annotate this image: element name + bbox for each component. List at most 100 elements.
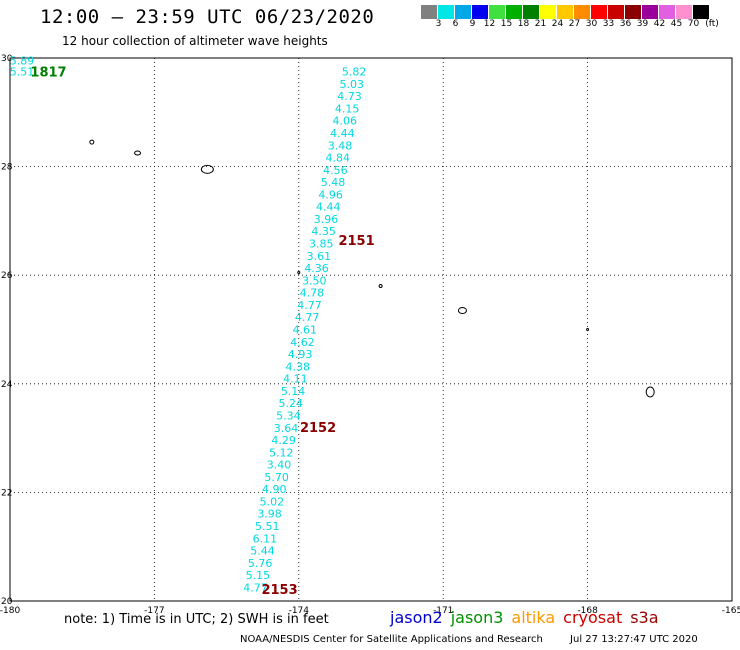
swh-value-label: 4.73 [337, 90, 362, 103]
swh-value-label: 5.51 [255, 520, 280, 533]
pass-time-label: 2152 [300, 421, 336, 436]
legend-swatch [676, 5, 693, 19]
swh-value-label: 4.36 [304, 262, 329, 275]
swh-value-label: 4.11 [283, 373, 308, 386]
swh-value-label: 5.24 [278, 397, 303, 410]
legend-label: 15 [500, 19, 513, 29]
legend-label: 27 [568, 19, 581, 29]
lat-tick-label: 28 [1, 163, 13, 173]
swh-value-label: 4.44 [316, 201, 341, 214]
legend-label: 39 [636, 19, 649, 29]
legend-label: 21 [534, 19, 547, 29]
lat-tick-label: 30 [1, 54, 13, 64]
swh-value-label: 4.96 [318, 188, 343, 201]
lon-tick-label: -168 [577, 606, 598, 616]
swh-value-label: 5.34 [276, 409, 301, 422]
swh-value-label: 4.38 [286, 360, 311, 373]
legend-swatch [523, 5, 540, 19]
legend-label: 42 [653, 19, 666, 29]
legend-label: 12 [483, 19, 496, 29]
island-outline [89, 139, 95, 145]
swh-value-label: 5.82 [342, 66, 367, 79]
swh-value-label: 4.90 [262, 483, 287, 496]
legend-label: 3 [435, 19, 442, 29]
legend-label: 30 [585, 19, 598, 29]
legend-label: 70 [687, 19, 700, 29]
swh-value-label: 5.12 [269, 446, 294, 459]
legend-swatch [455, 5, 472, 19]
satellite-jason2: jason2 [390, 608, 443, 627]
legend-swatch [540, 5, 557, 19]
lat-tick-label: 26 [1, 271, 13, 281]
pass-time-label: 2151 [338, 234, 374, 249]
legend-swatch [574, 5, 591, 19]
swh-value-label: 5.02 [260, 495, 285, 508]
island-outline [457, 306, 467, 314]
island-outline [134, 150, 142, 156]
legend-label: 6 [452, 19, 459, 29]
legend-label: 9 [469, 19, 476, 29]
legend-swatch [489, 5, 506, 19]
swh-value-label: 4.62 [290, 336, 315, 349]
swh-value-label: 4.35 [311, 225, 336, 238]
lat-tick-label: 24 [1, 380, 13, 390]
page-subtitle: 12 hour collection of altimeter wave hei… [62, 34, 328, 48]
island-outline [200, 164, 214, 174]
swh-value-label: 3.40 [267, 459, 292, 472]
legend-label: 18 [517, 19, 530, 29]
swh-value-label: 4.84 [325, 152, 350, 165]
lon-tick-label: -174 [289, 606, 310, 616]
page-title: 12:00 – 23:59 UTC 06/23/2020 [40, 6, 375, 28]
island-outline [645, 386, 655, 398]
pass-time-label: 1817 [30, 66, 66, 81]
legend-swatch [506, 5, 523, 19]
note-text: note: 1) Time is in UTC; 2) SWH is in fe… [64, 612, 329, 627]
legend-label: 45 [670, 19, 683, 29]
swh-value-label: 5.15 [246, 569, 271, 582]
swh-value-label: 4.77 [295, 311, 320, 324]
legend-swatch [642, 5, 659, 19]
swh-value-label: 5.76 [248, 557, 273, 570]
island-outline [586, 328, 590, 331]
satellite-jason3: jason3 [450, 608, 504, 627]
swh-value-label: 3.48 [328, 139, 353, 152]
swh-value-label: 4.77 [243, 581, 268, 594]
swh-value-label: 5.70 [264, 471, 289, 484]
satellite-legend: jason2 jason3 altika cryosat s3a [390, 608, 667, 627]
legend-swatches [421, 5, 722, 19]
swh-value-label: 5.03 [340, 78, 365, 91]
swh-value-label: 4.29 [271, 434, 296, 447]
island-outline [378, 284, 383, 289]
swh-value-label: 3.85 [309, 238, 334, 251]
swh-value-label: 4.61 [293, 324, 318, 337]
swh-value-label: 4.06 [333, 115, 358, 128]
legend-swatch [557, 5, 574, 19]
lon-tick-label: -177 [144, 606, 164, 616]
legend-swatch [591, 5, 608, 19]
swh-value-label: 3.96 [314, 213, 339, 226]
legend-label: 24 [551, 19, 564, 29]
legend-swatch [472, 5, 489, 19]
legend-unit: (ft) [705, 19, 719, 29]
legend-swatch [625, 5, 642, 19]
legend-labels: 3 6 9 12 15 18 21 24 27 30 33 36 39 42 45 70 (ft) [430, 19, 722, 29]
footer: NOAA/NESDIS Center for Satellite Applica… [240, 634, 722, 645]
color-legend: 3 6 9 12 15 18 21 24 27 30 33 36 39 42 45 70 (ft) [421, 5, 722, 29]
lon-tick-label: -171 [433, 606, 453, 616]
satellite-cryosat: cryosat [563, 608, 623, 627]
legend-swatch [659, 5, 676, 19]
swh-value-label: 5.44 [250, 545, 275, 558]
legend-swatch [693, 5, 710, 19]
swh-value-label: 5.14 [281, 385, 306, 398]
lat-tick-label: 22 [1, 488, 12, 498]
swh-value-label: 4.44 [330, 127, 355, 140]
footer-credit: NOAA/NESDIS Center for Satellite Applica… [240, 634, 543, 645]
swh-value-label: 4.77 [297, 299, 322, 312]
swh-value-label: 4.56 [323, 164, 348, 177]
legend-swatch [421, 5, 438, 19]
swh-value-label: 5.48 [321, 176, 346, 189]
satellite-altika: altika [511, 608, 556, 627]
satellite-s3a: s3a [630, 608, 659, 627]
swh-value-label: 3.64 [274, 422, 299, 435]
